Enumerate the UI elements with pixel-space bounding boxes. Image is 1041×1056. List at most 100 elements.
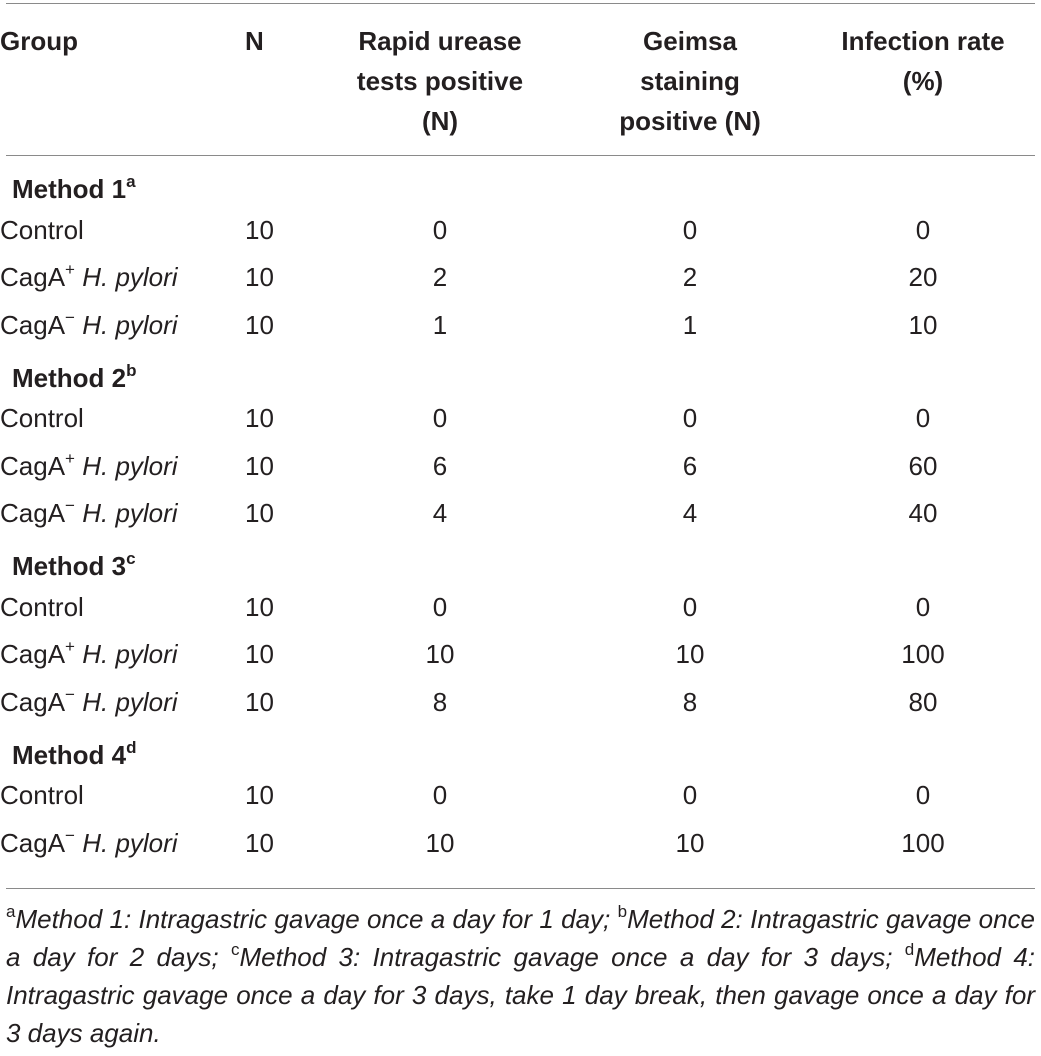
- section-header-row: Method 2b: [0, 349, 1041, 395]
- geimsa-cell: 2: [682, 262, 698, 293]
- table-row: CagA− H. pylori 10 10 10 100: [0, 819, 1041, 867]
- group-cell: Control: [0, 395, 245, 443]
- header-group: Group: [0, 26, 78, 56]
- geimsa-cell: 0: [682, 403, 698, 434]
- geimsa-cell: 0: [682, 780, 698, 811]
- section-title-text: Method 3: [12, 551, 127, 581]
- section-header-row: Method 4d: [0, 726, 1041, 772]
- table-row: Control 10 0 0 0: [0, 583, 1041, 631]
- header-urease-line: tests positive: [356, 66, 524, 96]
- urease-cell: 1: [432, 309, 448, 340]
- n-cell: 10: [245, 214, 274, 245]
- group-name: Control: [0, 591, 84, 622]
- n-cell: 10: [245, 450, 274, 481]
- header-rate-line: Infection rate: [841, 26, 1005, 56]
- header-row: Group N Rapid urease tests positive (N) …: [0, 0, 1041, 156]
- strain-name: H. pylori: [82, 498, 178, 529]
- group-cell: CagA− H. pylori: [0, 301, 245, 349]
- section-footnote-mark: d: [126, 737, 137, 757]
- urease-cell: 0: [432, 403, 448, 434]
- header-urease-line: (N): [421, 106, 459, 136]
- table-row: CagA− H. pylori 10 4 4 40: [0, 490, 1041, 538]
- urease-cell: 6: [432, 450, 448, 481]
- rate-cell: 100: [901, 827, 945, 858]
- n-cell: 10: [245, 780, 274, 811]
- group-cell: Control: [0, 206, 245, 254]
- group-cell: CagA− H. pylori: [0, 490, 245, 538]
- geimsa-cell: 8: [682, 686, 698, 717]
- caga-status: +: [65, 637, 75, 657]
- rate-cell: 40: [908, 498, 938, 529]
- footnote-mark: b: [617, 901, 628, 921]
- section-title: Method 4d: [0, 726, 1041, 772]
- infection-table: Group N Rapid urease tests positive (N) …: [0, 0, 1041, 867]
- table-row: Control 10 0 0 0: [0, 206, 1041, 254]
- footnote-text: Method 2: Intragastric gavage once a day…: [6, 904, 1035, 972]
- section-title-text: Method 4: [12, 739, 127, 770]
- urease-cell: 8: [432, 686, 448, 717]
- footnote-mark: c: [230, 939, 240, 959]
- header-rule: [6, 155, 1035, 156]
- caga-status: −: [65, 496, 75, 516]
- geimsa-cell: 10: [675, 639, 705, 670]
- n-cell: 10: [245, 827, 274, 858]
- group-name: CagA: [0, 262, 66, 293]
- group-cell: CagA− H. pylori: [0, 678, 245, 726]
- urease-cell: 0: [432, 591, 448, 622]
- caga-status: +: [65, 260, 75, 280]
- header-urease: Rapid urease tests positive (N): [305, 0, 575, 156]
- table-row: CagA+ H. pylori 10 2 2 20: [0, 254, 1041, 302]
- section-title-text: Method 2: [12, 362, 127, 393]
- bottom-rule: [6, 888, 1035, 889]
- section-footnote-mark: b: [126, 360, 137, 380]
- rate-cell: 10: [908, 309, 938, 340]
- group-name: CagA: [0, 639, 66, 670]
- group-cell: CagA+ H. pylori: [0, 442, 245, 490]
- rate-cell: 20: [908, 262, 938, 293]
- group-name: Control: [0, 214, 84, 245]
- group-cell: Control: [0, 772, 245, 820]
- header-n: N: [245, 26, 264, 56]
- table-row: Control 10 0 0 0: [0, 395, 1041, 443]
- strain-name: H. pylori: [82, 639, 178, 670]
- rate-cell: 0: [915, 214, 931, 245]
- group-name: CagA: [0, 309, 66, 340]
- strain-name: H. pylori: [82, 309, 178, 340]
- urease-cell: 10: [425, 827, 455, 858]
- geimsa-cell: 0: [682, 214, 698, 245]
- footnote-text: Method 3: Intragastric gavage once a day…: [239, 942, 905, 972]
- strain-name: H. pylori: [82, 827, 178, 858]
- header-geimsa-line: staining: [640, 66, 740, 96]
- caga-status: +: [65, 448, 75, 468]
- n-cell: 10: [245, 591, 274, 622]
- top-rule: [6, 3, 1035, 4]
- section-footnote-mark: a: [126, 171, 136, 191]
- geimsa-cell: 6: [682, 450, 698, 481]
- section-title-text: Method 1: [12, 174, 127, 204]
- group-name: Control: [0, 403, 84, 434]
- urease-cell: 0: [432, 780, 448, 811]
- geimsa-cell: 4: [682, 498, 698, 529]
- geimsa-cell: 10: [675, 827, 705, 858]
- rate-cell: 60: [908, 450, 938, 481]
- section-title: Method 3c: [0, 537, 1041, 583]
- section-header-row: Method 3c: [0, 537, 1041, 583]
- urease-cell: 4: [432, 498, 448, 529]
- strain-name: H. pylori: [82, 262, 178, 293]
- group-name: Control: [0, 780, 84, 811]
- caga-status: −: [65, 307, 75, 327]
- header-rate-line: (%): [902, 66, 944, 96]
- urease-cell: 0: [432, 214, 448, 245]
- n-cell: 10: [245, 686, 274, 717]
- header-urease-line: Rapid urease: [358, 26, 522, 56]
- rate-cell: 0: [915, 591, 931, 622]
- urease-cell: 2: [432, 262, 448, 293]
- group-cell: CagA+ H. pylori: [0, 254, 245, 302]
- table-row: CagA+ H. pylori 10 10 10 100: [0, 631, 1041, 679]
- caga-status: −: [65, 684, 75, 704]
- section-header-row: Method 1a: [0, 156, 1041, 206]
- n-cell: 10: [245, 639, 274, 670]
- section-title: Method 2b: [0, 349, 1041, 395]
- rate-cell: 0: [915, 403, 931, 434]
- group-name: CagA: [0, 498, 66, 529]
